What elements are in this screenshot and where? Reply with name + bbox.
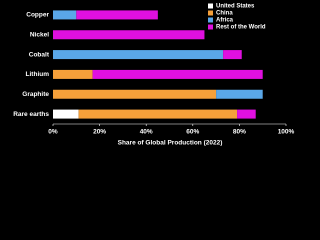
- y-tick-label: Rare earths: [13, 111, 49, 118]
- legend-label: China: [216, 11, 233, 17]
- legend-swatch: [208, 3, 213, 9]
- bar-segment: [237, 109, 256, 119]
- bar-segment: [92, 69, 263, 79]
- bar-segment: [53, 89, 217, 99]
- bar-segment: [223, 50, 242, 60]
- bar-segment: [76, 10, 158, 20]
- x-tick-label: 0%: [48, 129, 58, 136]
- page: {"chart_data": {"type": "stacked-bar-hor…: [13, 3, 295, 147]
- x-tick-label: 100%: [278, 129, 295, 136]
- x-tick-label: 40%: [140, 129, 153, 136]
- y-tick-label: Cobalt: [29, 51, 50, 58]
- bar-segment: [78, 109, 238, 119]
- legend-swatch: [208, 24, 213, 30]
- y-tick-label: Copper: [26, 12, 49, 19]
- bar-segment: [53, 30, 205, 40]
- bar-segment: [53, 69, 93, 79]
- legend-swatch: [208, 10, 213, 16]
- legend-swatch: [208, 17, 213, 23]
- y-tick-label: Graphite: [22, 91, 49, 98]
- x-tick-label: 60%: [186, 129, 199, 136]
- x-tick-label: 20%: [93, 129, 106, 136]
- legend-label: United States: [216, 4, 255, 10]
- bar-segment: [53, 10, 77, 20]
- legend-label: Rest of the World: [216, 25, 266, 31]
- chart: Share of Global Production (2022) 0% 20% 4…: [13, 3, 295, 147]
- y-tick-label: Lithium: [26, 71, 50, 78]
- y-tick-label: Nickel: [30, 31, 49, 38]
- bar-segment: [216, 89, 263, 99]
- x-tick-label: 80%: [233, 129, 246, 136]
- legend-label: Africa: [216, 18, 234, 24]
- bar-segment: [53, 109, 79, 119]
- bar-segment: [53, 50, 224, 60]
- x-axis-label: Share of Global Production (2022): [118, 140, 223, 147]
